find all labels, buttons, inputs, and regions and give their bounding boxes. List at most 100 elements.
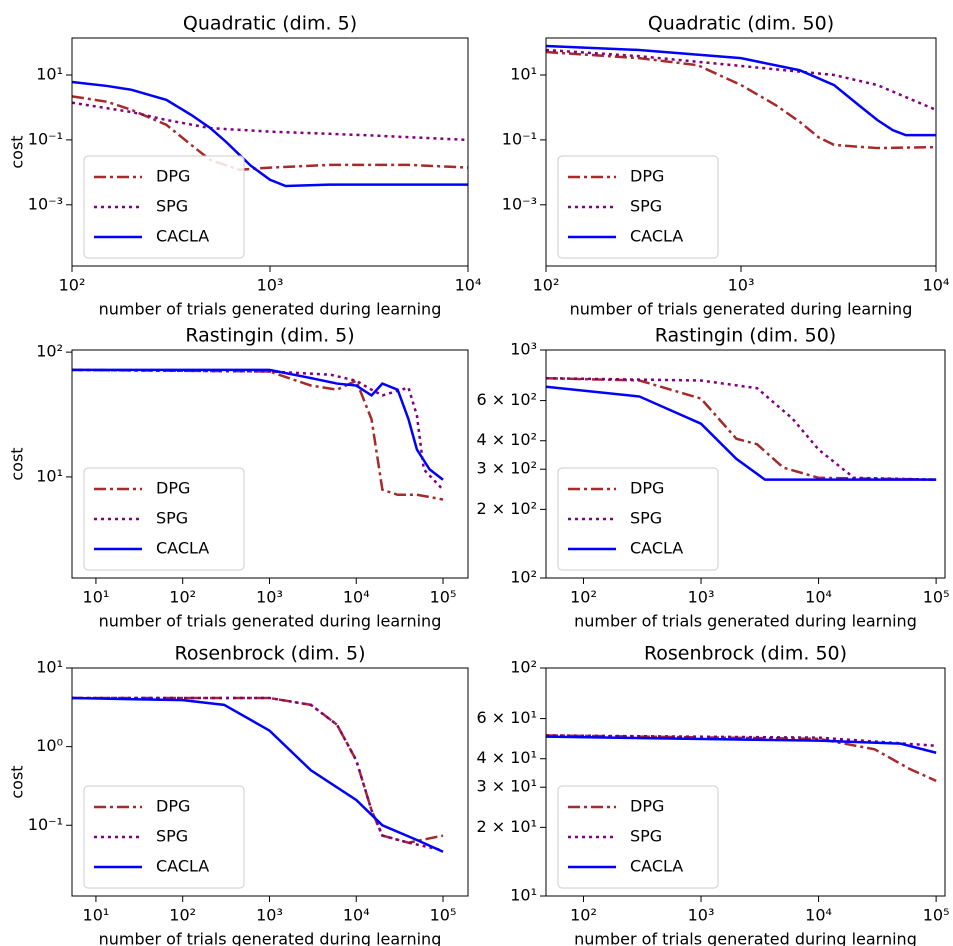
subplot-title: Rastingin (dim. 5) — [185, 325, 354, 347]
series-line — [546, 734, 937, 782]
x-tick-label: 10⁴ — [805, 588, 832, 607]
x-tick-label: 10⁴ — [923, 276, 950, 295]
legend: DPG SPG CACLA — [557, 155, 719, 259]
legend-label: CACLA — [630, 539, 683, 558]
y-tick-label: 10¹ — [36, 64, 63, 83]
subplot: Rastingin (dim. 50) number of trials gene… — [476, 325, 949, 631]
legend: DPG SPG CACLA — [83, 785, 245, 889]
y-tick-label: 10⁻¹ — [502, 129, 537, 148]
legend-box — [83, 467, 245, 571]
axes-frame — [71, 667, 469, 897]
y-tick-label: 10⁰ — [36, 736, 63, 755]
y-tick-label: 10¹ — [510, 64, 537, 83]
subplot-title: Quadratic (dim. 5) — [183, 13, 357, 35]
legend-label: CACLA — [630, 227, 683, 246]
series-line — [72, 368, 444, 491]
series-line — [546, 385, 937, 481]
x-tick-label: 10⁵ — [923, 588, 950, 607]
legend-box — [557, 785, 719, 889]
y-tick-label: 10² — [36, 342, 63, 361]
legend: DPG SPG CACLA — [557, 785, 719, 889]
legend-label: SPG — [156, 827, 188, 846]
legend: DPG SPG CACLA — [557, 467, 719, 571]
x-axis-label: number of trials generated during learni… — [99, 300, 442, 319]
subplot: Rastingin (dim. 5) number of trials gener… — [8, 325, 469, 631]
x-axis-label: number of trials generated during learni… — [574, 930, 917, 946]
legend-box — [557, 467, 719, 571]
y-tick-label: 10¹ — [36, 466, 63, 485]
series-line — [72, 696, 444, 853]
x-tick-label: 10³ — [256, 588, 283, 607]
x-tick-label: 10³ — [688, 906, 715, 925]
series-line — [546, 44, 936, 137]
y-tick-label: 4 × 10¹ — [476, 748, 537, 767]
x-tick-label: 10⁵ — [430, 906, 457, 925]
y-tick-label: 10² — [510, 658, 537, 677]
legend-label: DPG — [630, 479, 664, 498]
x-axis-label: number of trials generated during learni… — [570, 300, 913, 319]
legend-label: DPG — [630, 797, 664, 816]
series-line — [72, 101, 468, 142]
legend-label: CACLA — [630, 857, 683, 876]
y-axis-label: cost — [8, 765, 27, 798]
subplot: Rosenbrock (dim. 50) number of trials gen… — [476, 643, 949, 946]
legend-label: SPG — [156, 509, 188, 528]
series-line — [546, 735, 937, 754]
x-tick-label: 10¹ — [83, 906, 110, 925]
legend-label: SPG — [630, 509, 662, 528]
series-line — [72, 80, 468, 188]
x-tick-label: 10² — [570, 588, 597, 607]
subplot-title: Quadratic (dim. 50) — [648, 13, 834, 35]
series-line — [546, 48, 936, 112]
legend-label: CACLA — [156, 539, 209, 558]
x-axis-label: number of trials generated during learni… — [99, 930, 442, 946]
x-tick-label: 10³ — [728, 276, 755, 295]
legend-label: DPG — [156, 479, 190, 498]
axes-frame — [545, 37, 937, 267]
axes-frame — [545, 349, 946, 579]
y-tick-label: 6 × 10¹ — [476, 708, 537, 727]
series-line — [546, 50, 936, 150]
x-tick-label: 10² — [533, 276, 560, 295]
series-line — [72, 696, 444, 852]
series-line — [72, 368, 444, 501]
x-tick-label: 10⁴ — [343, 906, 370, 925]
y-tick-label: 10⁻¹ — [28, 815, 63, 834]
legend-box — [83, 785, 245, 889]
x-tick-label: 10² — [570, 906, 597, 925]
legend-label: SPG — [630, 827, 662, 846]
subplot-title: Rosenbrock (dim. 50) — [644, 643, 847, 665]
legend-label: DPG — [156, 797, 190, 816]
axes-frame — [71, 349, 469, 579]
x-axis-label: number of trials generated during learni… — [574, 612, 917, 631]
x-tick-label: 10² — [169, 588, 196, 607]
axes-frame — [545, 667, 946, 897]
legend-label: SPG — [630, 197, 662, 216]
legend-box — [557, 155, 719, 259]
series-line — [546, 376, 937, 481]
y-tick-label: 6 × 10² — [476, 390, 537, 409]
legend-label: CACLA — [156, 227, 209, 246]
y-tick-label: 10¹ — [510, 886, 537, 905]
legend-box — [83, 155, 245, 259]
subplot: Quadratic (dim. 5) number of trials gener… — [8, 13, 482, 319]
legend-label: DPG — [156, 167, 190, 186]
y-axis-label: cost — [8, 447, 27, 480]
legend-label: DPG — [630, 167, 664, 186]
x-tick-label: 10³ — [257, 276, 284, 295]
x-tick-label: 10² — [59, 276, 86, 295]
y-tick-label: 3 × 10² — [476, 459, 537, 478]
x-tick-label: 10⁴ — [455, 276, 482, 295]
subplot: Rosenbrock (dim. 5) number of trials gene… — [8, 643, 469, 946]
y-tick-label: 3 × 10¹ — [476, 777, 537, 796]
x-tick-label: 10² — [169, 906, 196, 925]
x-tick-label: 10⁵ — [923, 906, 950, 925]
y-tick-label: 10² — [510, 568, 537, 587]
legend: DPG SPG CACLA — [83, 155, 245, 259]
legend: DPG SPG CACLA — [83, 467, 245, 571]
y-tick-label: 4 × 10² — [476, 430, 537, 449]
subplot-title: Rosenbrock (dim. 5) — [174, 643, 365, 665]
y-tick-label: 10⁻¹ — [28, 129, 63, 148]
x-tick-label: 10⁴ — [805, 906, 832, 925]
subplot: Quadratic (dim. 50) number of trials gene… — [502, 13, 950, 319]
